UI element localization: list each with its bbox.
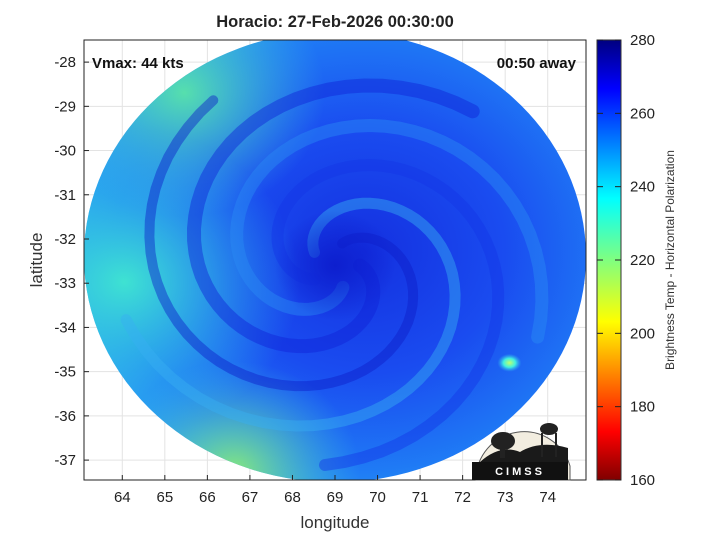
cimss-logo: CIMSS — [472, 423, 571, 481]
x-axis-title: longitude — [300, 513, 369, 532]
tower-leg-left — [541, 433, 543, 457]
x-tick-label: 71 — [412, 489, 429, 506]
colorbar-tick-label: 160 — [630, 472, 655, 489]
x-tick-label: 73 — [497, 489, 514, 506]
colorbar-tick-label: 220 — [630, 252, 655, 269]
y-tick-label: -32 — [54, 231, 76, 248]
logo-banner — [472, 462, 568, 480]
x-tick-label: 72 — [454, 489, 471, 506]
warm-spot — [497, 353, 522, 372]
y-tick-label: -29 — [54, 98, 76, 115]
chart-title: Horacio: 27-Feb-2026 00:30:00 — [216, 13, 454, 31]
x-tick-label: 65 — [156, 489, 173, 506]
time-away-annotation: 00:50 away — [497, 55, 577, 72]
logo-text: CIMSS — [495, 466, 545, 478]
colorbar-tick-label: 280 — [630, 32, 655, 49]
y-tick-label: -36 — [54, 408, 76, 425]
x-tick-label: 69 — [327, 489, 344, 506]
colorbar-tick-label: 200 — [630, 325, 655, 342]
vmax-annotation: Vmax: 44 kts — [92, 55, 184, 72]
y-tick-label: -35 — [54, 364, 76, 381]
y-axis-title: latitude — [27, 233, 46, 288]
x-tick-label: 66 — [199, 489, 216, 506]
y-axis: -28 -29 -30 -31 -32 -33 -34 -35 -36 -37 — [54, 54, 89, 469]
colorbar-tick-label: 180 — [630, 399, 655, 416]
colorbar-title: Brightness Temp - Horizontal Polarizatio… — [663, 150, 677, 370]
x-tick-label: 67 — [242, 489, 259, 506]
tower-leg-right — [555, 433, 557, 457]
dish-stand — [500, 446, 505, 458]
swath-image — [84, 40, 586, 480]
colorbar-tick-label: 240 — [630, 179, 655, 196]
y-tick-label: -28 — [54, 54, 76, 71]
x-tick-label: 70 — [369, 489, 386, 506]
water-tower-icon — [540, 423, 558, 435]
x-axis: 64 65 66 67 68 69 70 71 72 73 74 — [114, 475, 556, 506]
y-tick-label: -31 — [54, 187, 76, 204]
x-tick-label: 64 — [114, 489, 131, 506]
x-tick-label: 68 — [284, 489, 301, 506]
y-tick-label: -30 — [54, 143, 76, 160]
y-tick-label: -34 — [54, 319, 76, 336]
satellite-dish-icon — [491, 432, 515, 450]
x-tick-label: 74 — [539, 489, 556, 506]
y-tick-label: -33 — [54, 275, 76, 292]
y-tick-label: -37 — [54, 452, 76, 469]
colorbar-tick-label: 260 — [630, 105, 655, 122]
colorbar-ticks: 160 180 200 220 240 260 280 — [597, 32, 655, 489]
